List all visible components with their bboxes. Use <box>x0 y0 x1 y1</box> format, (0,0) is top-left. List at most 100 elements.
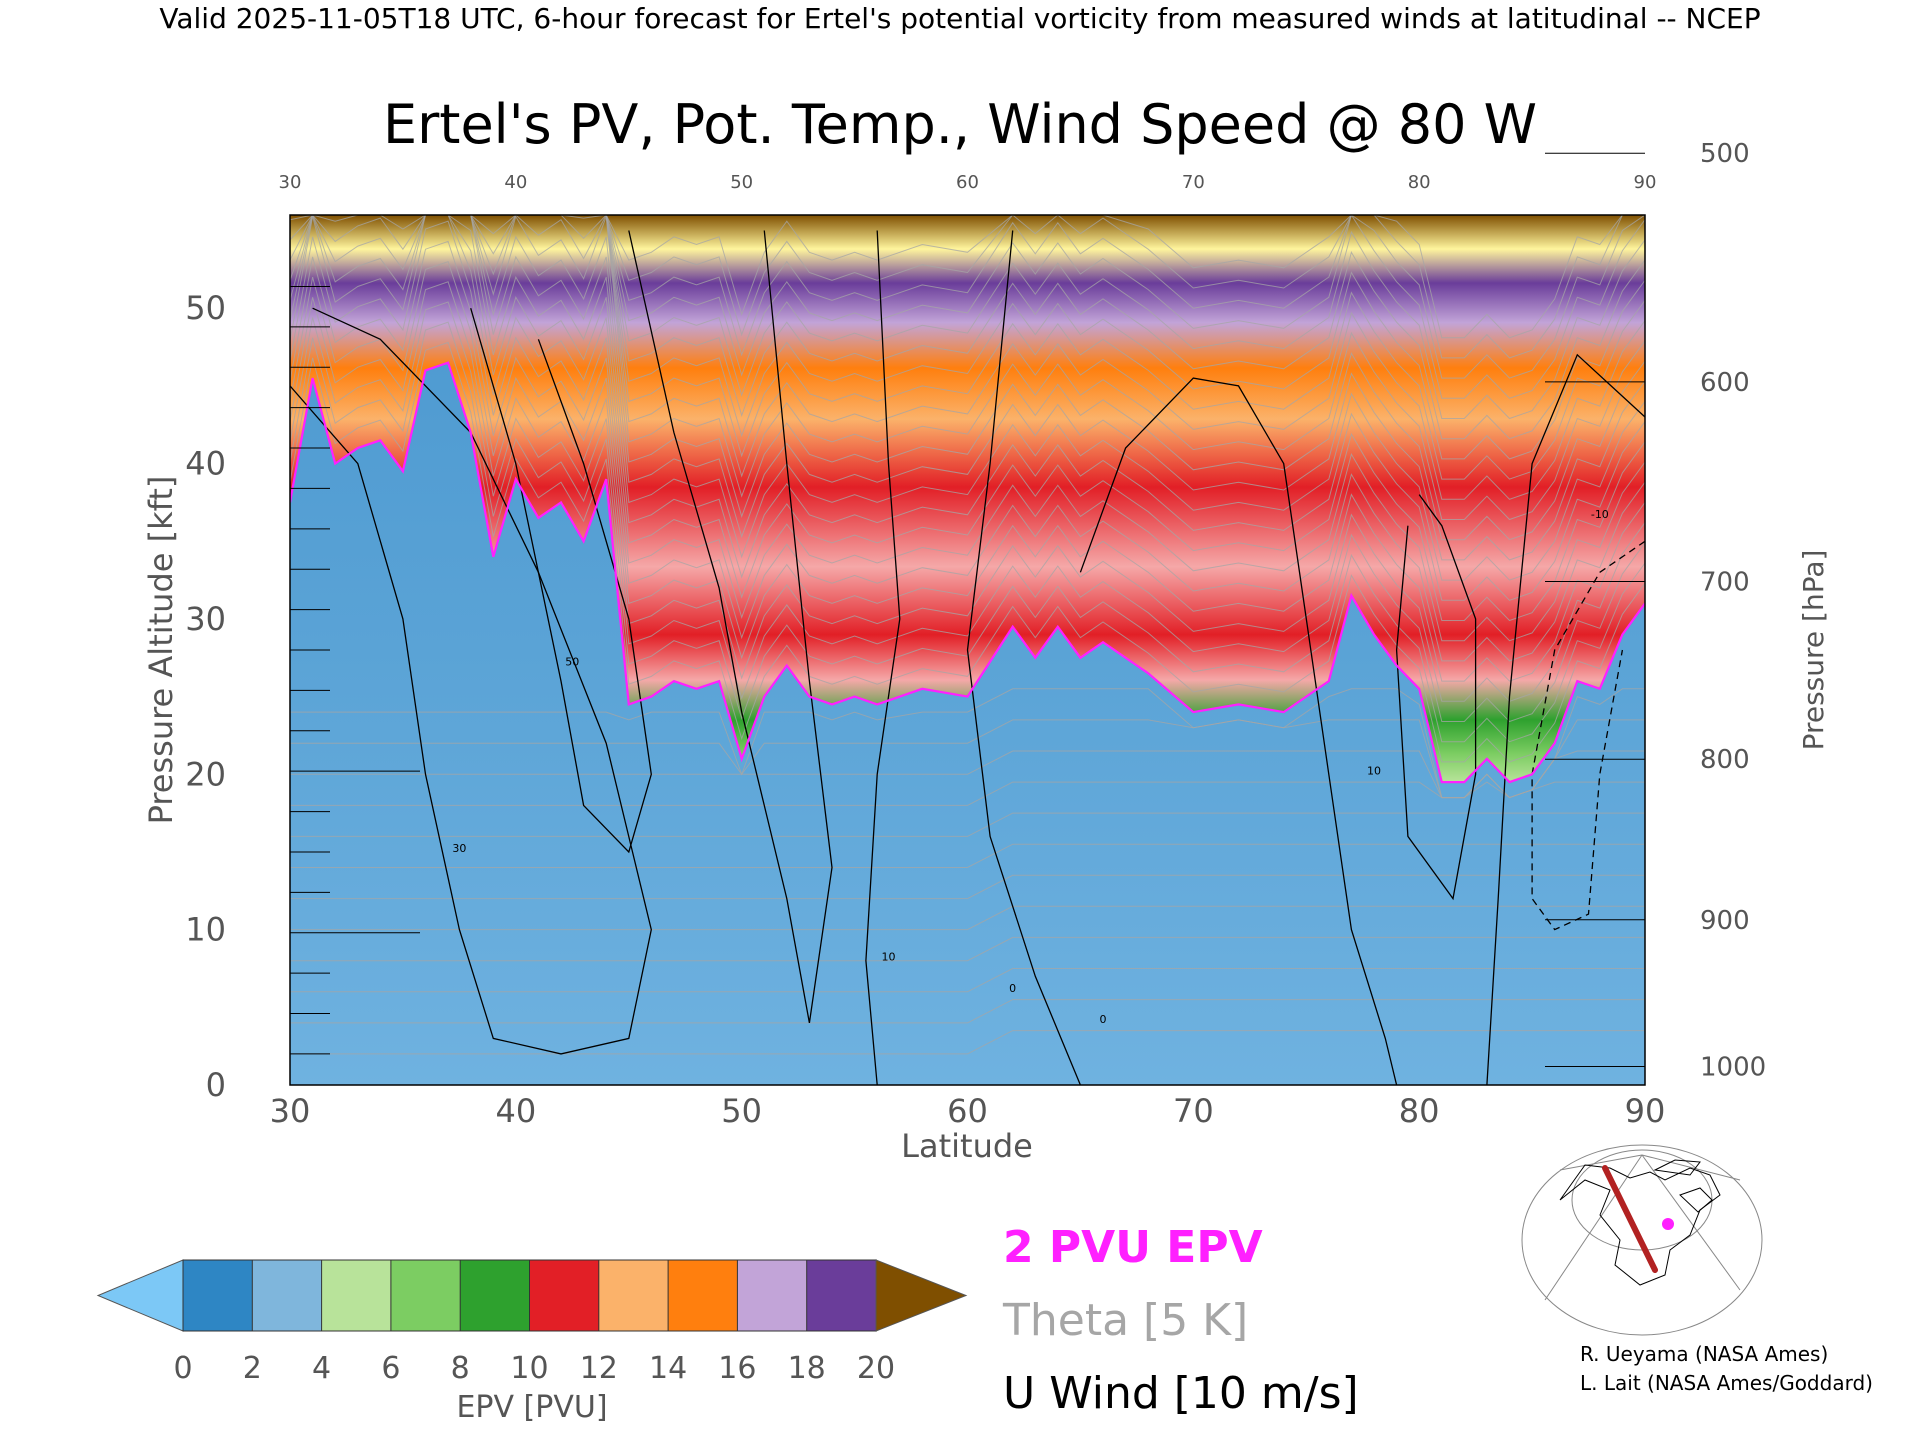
colorbar-segment <box>667 1259 739 1332</box>
x-tick-label: 50 <box>721 1092 762 1130</box>
colorbar-segment <box>806 1259 878 1332</box>
u-wind-label: 0 <box>1009 982 1016 995</box>
u-wind-label: 30 <box>452 842 466 855</box>
x-tick-label: 30 <box>270 1092 311 1130</box>
colorbar-segment <box>529 1259 600 1332</box>
theta-contour-line <box>290 215 1645 521</box>
theta-contour-line <box>290 936 1645 962</box>
colorbar-segment <box>251 1259 323 1332</box>
theta-contour-line <box>290 215 1645 379</box>
credit-1: R. Ueyama (NASA Ames) <box>1580 1342 1828 1366</box>
colorbar-segment <box>390 1259 462 1332</box>
colorbar-tick-label: 10 <box>510 1351 548 1386</box>
pressure-tick-label: 700 <box>1700 567 1750 597</box>
colorbar-tick-label: 0 <box>173 1351 192 1386</box>
theta-contour-line <box>290 281 1645 702</box>
u-wind-label: -10 <box>1591 508 1609 521</box>
y-axis-right: 1000900800700600500400300200100 <box>1545 139 1766 1082</box>
x-axis-bottom: 30 40 50 60 70 80 90 <box>270 1092 1666 1130</box>
y-tick-label: 20 <box>185 755 226 793</box>
theta-contour-line <box>290 215 1645 359</box>
colorbar-segment <box>598 1259 670 1332</box>
u-wind-label: 10 <box>1367 764 1381 777</box>
y-axis-label: Pressure Altitude [kft] <box>142 476 180 825</box>
theta-contour-line <box>290 215 1645 541</box>
header-text: Valid 2025-11-05T18 UTC, 6-hour forecast… <box>159 2 1760 35</box>
u-wind-contours: 50 30 10 0 0 10 -10 <box>290 230 1645 1085</box>
x-top-tick-label: 70 <box>1182 172 1205 193</box>
theta-contour-line <box>290 1030 1645 1055</box>
chart-title: Ertel's PV, Pot. Temp., Wind Speed @ 80 … <box>383 93 1537 156</box>
x-top-tick-label: 60 <box>956 172 979 193</box>
colorbar-tick-label: 14 <box>649 1351 687 1386</box>
x-top-tick-label: 30 <box>279 172 302 193</box>
colorbar: 0 2 4 6 8 10 12 14 16 18 20 <box>96 1259 968 1386</box>
theta-contour-line <box>290 260 1645 682</box>
colorbar-segment <box>459 1259 531 1332</box>
y-tick-label: 40 <box>185 445 226 483</box>
u-wind-contour-line <box>1395 494 1477 901</box>
colorbar-segment <box>321 1259 392 1332</box>
y-tick-label: 10 <box>185 911 226 949</box>
pressure-tick-label: 600 <box>1700 368 1750 398</box>
pressure-tick-label: 900 <box>1700 906 1750 936</box>
x-tick-label: 80 <box>1399 1092 1440 1130</box>
colorbar-tick-label: 2 <box>243 1351 262 1386</box>
theta-contour-line <box>290 215 1645 339</box>
theta-contour-line <box>290 843 1645 868</box>
u-wind-label: 10 <box>881 951 895 964</box>
colorbar-label: EPV [PVU] <box>456 1390 607 1425</box>
colorbar-tick-label: 20 <box>857 1351 895 1386</box>
colorbar-tick-label: 12 <box>580 1351 618 1386</box>
legend-pv-line: 2 PVU EPV <box>1003 1222 1263 1273</box>
y-tick-label: 0 <box>206 1066 226 1104</box>
u-wind-contour-negative <box>1531 540 1645 931</box>
u-wind-label: 50 <box>565 656 579 669</box>
theta-contour-line <box>290 321 1645 743</box>
theta-contour-line <box>290 240 1645 662</box>
x-tick-label: 40 <box>495 1092 536 1130</box>
pressure-tick-label: 1000 <box>1700 1052 1766 1082</box>
theta-contour-line <box>290 874 1645 900</box>
y-axis-left: 0 10 20 30 40 50 <box>185 285 420 1104</box>
u-wind-label: 0 <box>1100 1013 1107 1026</box>
location-map <box>1521 1144 1763 1336</box>
colorbar-tick-label: 6 <box>381 1351 400 1386</box>
theta-contour-line <box>290 999 1645 1024</box>
u-wind-contour-line <box>966 230 1082 1085</box>
x-top-tick-label: 80 <box>1408 172 1431 193</box>
pv2-contour <box>290 361 1645 784</box>
u-wind-contour-line <box>1079 377 1398 1085</box>
colorbar-tick-label: 16 <box>718 1351 756 1386</box>
theta-contour-line <box>290 215 1645 440</box>
u-wind-contour-line <box>865 230 901 1085</box>
theta-contour-line <box>290 215 1645 399</box>
theta-contour-line <box>290 215 1645 581</box>
theta-contour-line <box>290 968 1645 993</box>
colorbar-segment <box>736 1259 808 1332</box>
plot-area: 50 30 10 0 0 10 -10 <box>290 215 1645 1085</box>
legend-theta: Theta [5 K] <box>1002 1295 1248 1346</box>
y-tick-label: 50 <box>185 289 226 327</box>
colorbar-under-arrow <box>96 1259 184 1332</box>
x-top-tick-label: 50 <box>730 172 753 193</box>
u-wind-contour-line <box>1486 353 1645 1085</box>
colorbar-tick-label: 4 <box>312 1351 331 1386</box>
colorbar-tick-label: 18 <box>788 1351 826 1386</box>
theta-contour-line <box>290 220 1645 642</box>
theta-contour-line <box>290 215 1645 480</box>
theta-contour-line <box>290 215 1645 622</box>
x-tick-label: 60 <box>947 1092 988 1130</box>
y-tick-label: 30 <box>185 600 226 638</box>
theta-contours <box>290 215 1645 1055</box>
x-top-tick-label: 40 <box>504 172 527 193</box>
y2-axis-label: Pressure [hPa] <box>1797 550 1830 751</box>
x-axis-label: Latitude <box>901 1127 1033 1165</box>
theta-contour-line <box>290 812 1645 837</box>
pressure-tick-label: 800 <box>1700 745 1750 775</box>
u-wind-contour-line <box>470 308 652 854</box>
x-top-tick-label: 90 <box>1634 172 1657 193</box>
theta-contour-line <box>290 215 1645 420</box>
colorbar-segment <box>182 1259 254 1332</box>
theta-contour-line <box>290 301 1645 723</box>
